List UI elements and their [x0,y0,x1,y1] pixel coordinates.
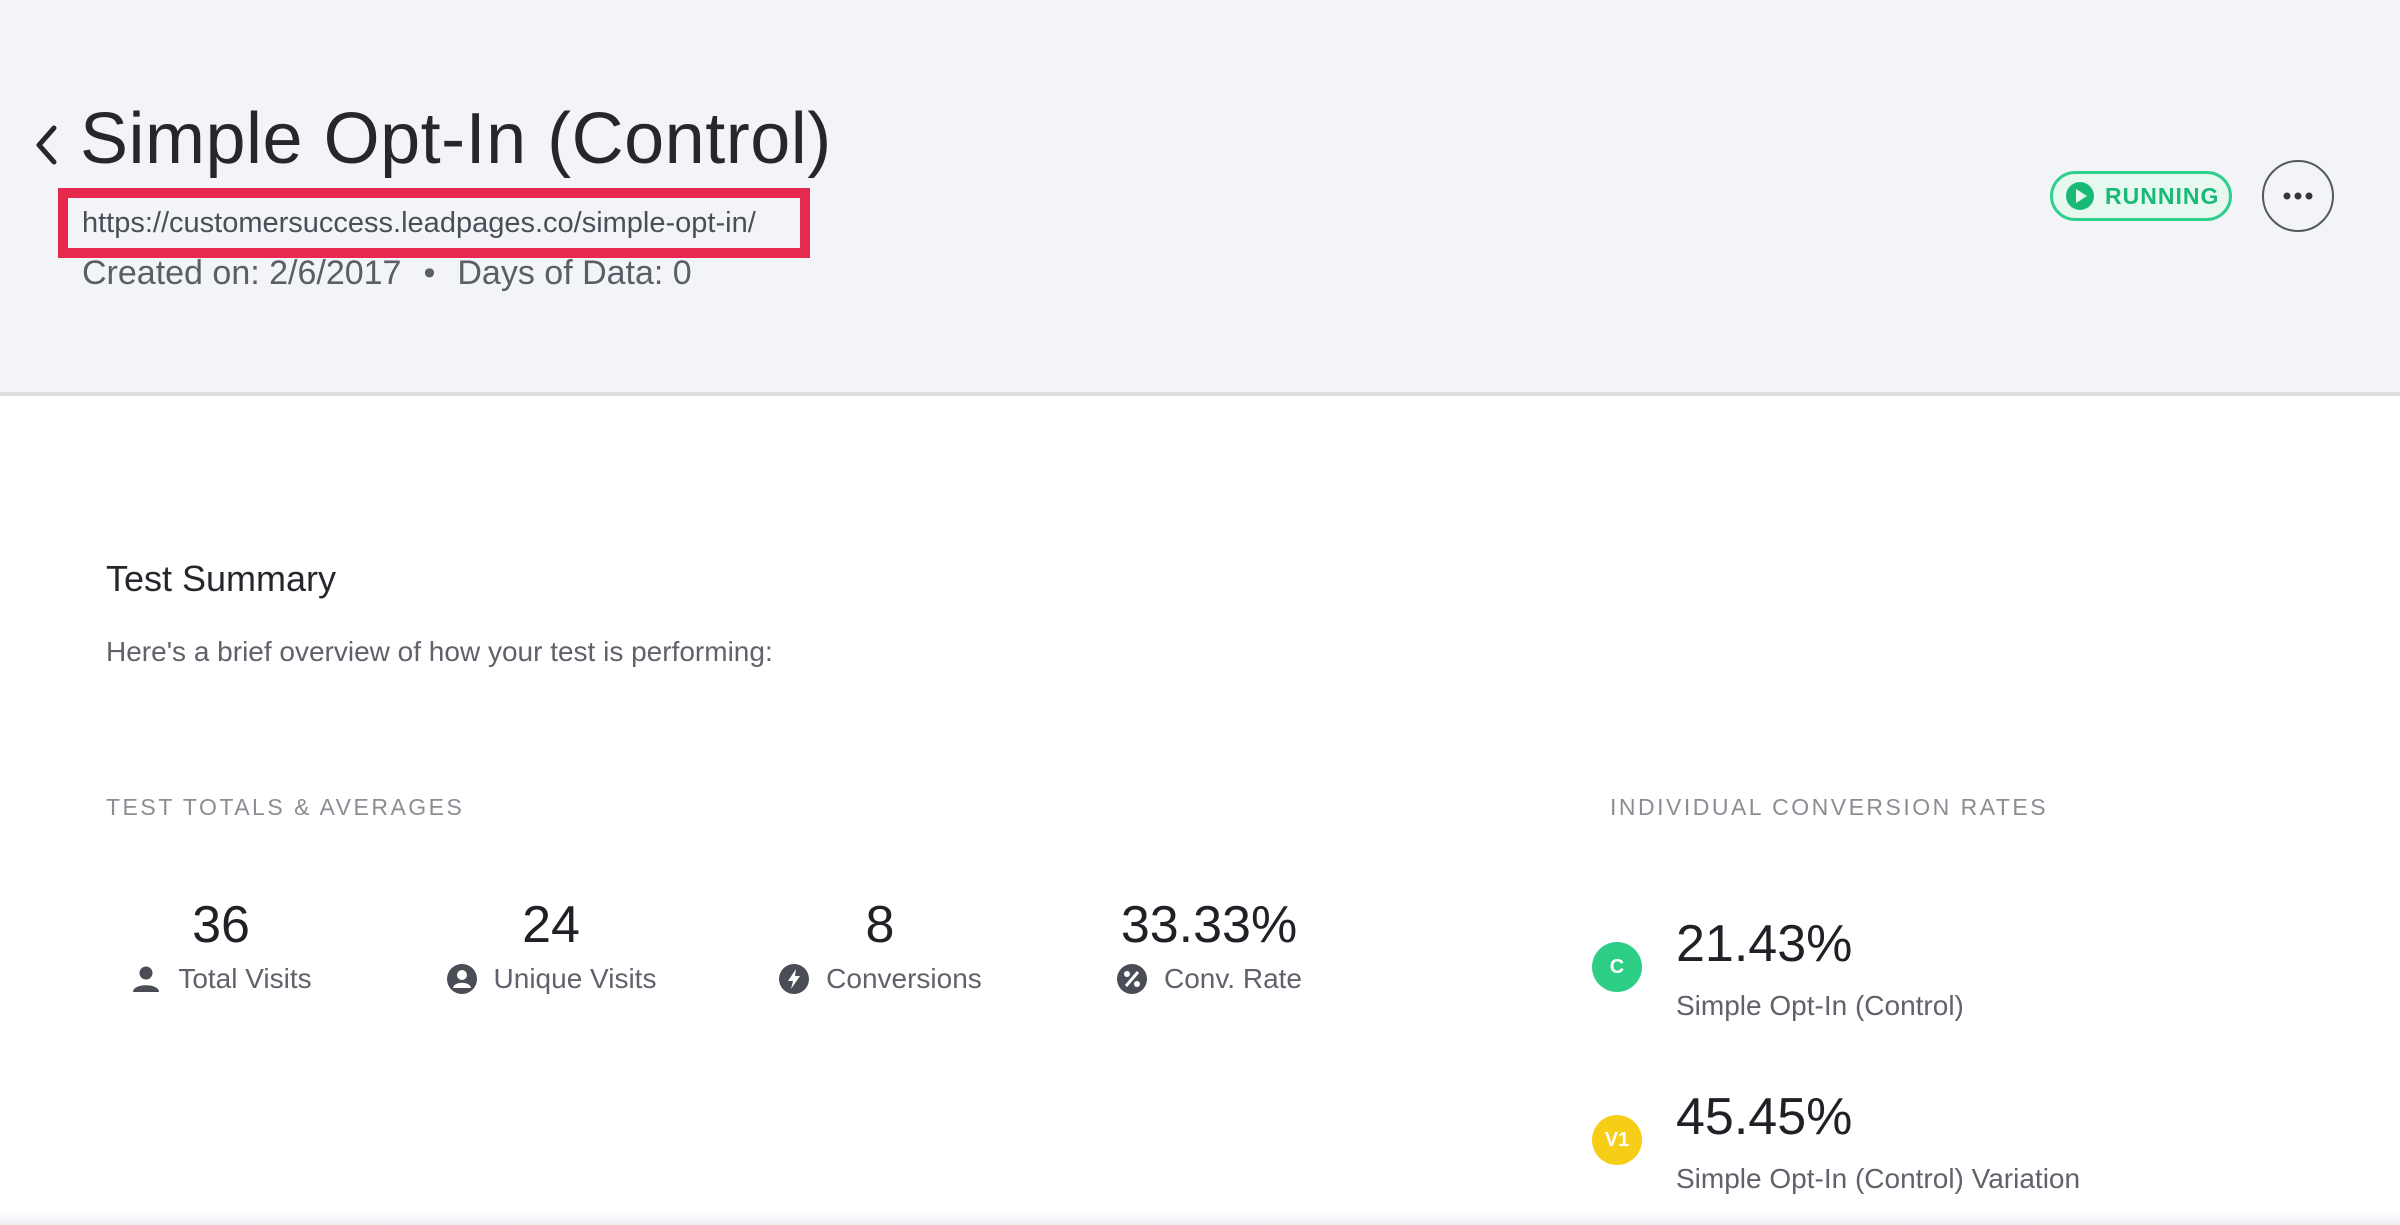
section-title: Test Summary [106,558,337,599]
play-icon [2066,182,2094,210]
bolt-icon [779,964,810,994]
more-options-button[interactable] [2262,160,2334,232]
stat-value: 33.33% [1120,896,1298,954]
person-icon [133,966,160,992]
stat-label: Unique Visits [493,963,657,994]
chevron-left-icon [36,125,57,165]
stat-label: Conv. Rate [1164,963,1302,994]
variant-badge: C [1592,942,1642,992]
totals-label: TEST TOTALS & AVERAGES [106,794,465,820]
variant-badge: V1 [1592,1115,1642,1165]
rate-item-variation: V1 45.45% Simple Opt-In (Control) Variat… [1592,1087,2292,1197]
back-button[interactable] [28,120,64,170]
page-title: Simple Opt-In (Control) [80,99,832,179]
stat-label: Total Visits [178,963,312,994]
stat-unique-visits: 24 Unique Visits [386,895,716,995]
rate-name: Simple Opt-In (Control) Variation [1676,1163,2081,1194]
stat-value: 8 [865,896,895,954]
section-description: Here's a brief overview of how your test… [106,636,773,667]
meta-separator: • [423,254,436,292]
rate-name: Simple Opt-In (Control) [1676,990,1964,1021]
stat-conversions: 8 Conversions [715,895,1045,995]
stat-total-visits: 36 Total Visits [56,895,386,995]
rate-value: 45.45% [1676,1088,1853,1146]
user-circle-icon [446,964,477,994]
stat-conv-rate: 33.33% Conv. Rate [1044,895,1374,995]
stat-value: 24 [522,896,580,954]
page-header: Simple Opt-In (Control) https://customer… [0,0,2400,396]
stat-label: Conversions [826,963,982,994]
ellipsis-icon [2283,192,2313,200]
bottom-divider [0,1212,2400,1225]
stat-value: 36 [192,896,250,954]
rate-item-control: C 21.43% Simple Opt-In (Control) [1592,914,2292,1024]
rate-value: 21.43% [1676,915,1853,973]
created-on-text: Created on: 2/6/2017 [82,254,402,292]
percent-icon [1117,964,1147,994]
status-label: RUNNING [2105,182,2220,209]
days-of-data-text: Days of Data: 0 [457,254,692,292]
page-url-link[interactable]: https://customersuccess.leadpages.co/sim… [82,206,756,239]
url-highlight-box: https://customersuccess.leadpages.co/sim… [58,188,810,258]
rates-label: INDIVIDUAL CONVERSION RATES [1610,794,2049,820]
test-meta: Created on: 2/6/2017 • Days of Data: 0 [82,254,692,293]
status-badge: RUNNING [2050,171,2232,221]
